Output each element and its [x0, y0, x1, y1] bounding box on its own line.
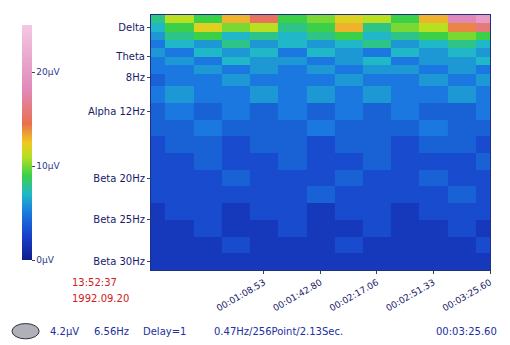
svg-text:Alpha 12Hz: Alpha 12Hz — [88, 106, 145, 117]
svg-text:Delay=1: Delay=1 — [143, 326, 186, 337]
svg-text:0µV: 0µV — [36, 255, 54, 265]
svg-text:13:52:37: 13:52:37 — [72, 277, 117, 288]
svg-text:Delta: Delta — [118, 22, 145, 33]
svg-text:00:01:08.53: 00:01:08.53 — [215, 277, 267, 313]
svg-text:Beta 25Hz: Beta 25Hz — [93, 214, 145, 225]
svg-text:10µV: 10µV — [36, 161, 60, 171]
svg-text:00:01:42.80: 00:01:42.80 — [271, 277, 324, 313]
svg-text:00:03:25.60: 00:03:25.60 — [441, 277, 494, 313]
svg-text:00:03:25.60: 00:03:25.60 — [436, 326, 497, 337]
svg-text:6.56Hz: 6.56Hz — [94, 326, 129, 337]
svg-text:1992.09.20: 1992.09.20 — [72, 293, 129, 304]
svg-text:Beta 30Hz: Beta 30Hz — [93, 256, 145, 267]
svg-text:20µV: 20µV — [36, 67, 60, 77]
svg-text:00:02:17.06: 00:02:17.06 — [328, 277, 381, 313]
svg-text:4.2µV: 4.2µV — [50, 326, 79, 337]
svg-text:Theta: Theta — [115, 51, 145, 62]
svg-text:8Hz: 8Hz — [126, 72, 145, 83]
svg-text:Beta 20Hz: Beta 20Hz — [93, 173, 145, 184]
svg-text:0.47Hz/256Point/2.13Sec.: 0.47Hz/256Point/2.13Sec. — [214, 326, 343, 337]
svg-text:00:02:51.33: 00:02:51.33 — [384, 277, 436, 313]
